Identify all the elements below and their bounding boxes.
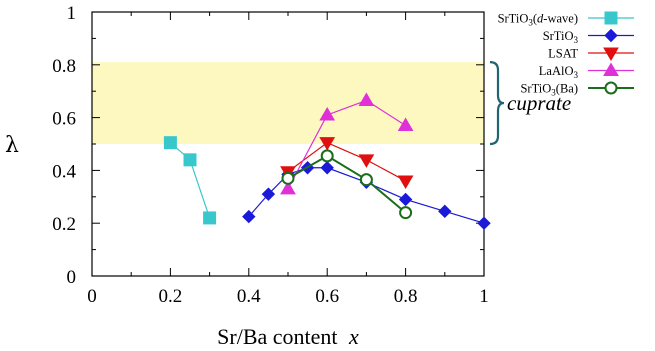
data-point <box>163 136 177 150</box>
x-axis-label-main: Sr/Ba content <box>217 324 343 349</box>
data-point <box>397 175 414 189</box>
x-tick-label: 0.4 <box>237 286 261 307</box>
x-tick-label: 0 <box>87 286 97 307</box>
legend-label-suffix: (Ba) <box>556 82 578 96</box>
legend-label: LSAT <box>548 47 578 61</box>
cuprate-band <box>92 62 484 144</box>
series-1 <box>242 161 491 230</box>
y-tick-label: 0.2 <box>52 214 76 235</box>
legend-label: SrTiO3(Ba) <box>520 82 578 98</box>
data-point <box>280 180 296 195</box>
legend-label-suffix: ( <box>533 12 537 26</box>
legend-label-main: SrTiO <box>543 29 574 43</box>
x-tick-label: 0.6 <box>315 286 339 307</box>
data-point <box>319 106 336 121</box>
y-tick-label: 0.4 <box>52 161 76 182</box>
cuprate-brace <box>489 61 505 146</box>
cuprate-band-layer <box>92 62 484 144</box>
data-point <box>359 173 373 187</box>
x-tick-label: 1 <box>479 286 489 307</box>
data-point <box>398 192 413 207</box>
legend-label-main: LaAlO <box>539 64 574 78</box>
annotation-layer: cuprate <box>489 61 571 146</box>
legend-marker <box>604 81 618 95</box>
series-line <box>287 141 406 182</box>
data-point <box>397 117 414 132</box>
series-3 <box>280 92 414 195</box>
data-point <box>242 209 256 224</box>
legend-label-italic: d <box>537 12 544 26</box>
data-point <box>399 206 413 220</box>
data-point <box>203 211 217 225</box>
x-axis-label: Sr/Ba content x <box>217 324 359 349</box>
legend-label: SrTiO3 <box>543 29 579 45</box>
legend-label-rest: -wave) <box>543 12 578 26</box>
y-tick-label: 1 <box>67 3 77 24</box>
data-point <box>320 149 334 163</box>
data-point <box>183 153 197 167</box>
series-layer <box>163 92 491 230</box>
legend-label-subscript: 3 <box>574 35 579 45</box>
data-point <box>320 161 334 175</box>
x-tick-label: 0.8 <box>394 286 418 307</box>
axes: 0 0.2 0.4 0.6 0.8 1 0 0.2 0.4 0.6 0.8 1 Sr/Ba conten… <box>5 3 489 349</box>
x-tick-label: 0.2 <box>159 286 183 307</box>
y-tick-label: 0 <box>67 267 77 288</box>
legend-marker <box>604 11 618 25</box>
legend-label-main: SrTiO <box>498 12 529 26</box>
data-point <box>261 187 276 201</box>
series-4 <box>281 149 413 220</box>
series-0 <box>163 136 217 225</box>
cuprate-label: cuprate <box>507 91 571 115</box>
data-point <box>477 216 491 230</box>
y-tick-label: 0.6 <box>52 109 76 130</box>
y-tick-label: 0.8 <box>52 56 76 77</box>
data-point <box>438 204 452 219</box>
legend-label: SrTiO3(d-wave) <box>498 12 578 28</box>
legend-label-main: LSAT <box>548 47 578 61</box>
data-point <box>281 171 295 185</box>
legend-label-main: SrTiO <box>520 82 551 96</box>
legend-marker <box>603 62 619 76</box>
legend-label-subscript: 3 <box>574 70 579 80</box>
data-point <box>358 154 375 168</box>
legend-label-subscript: 3 <box>551 88 556 98</box>
legend-label: LaAlO3 <box>539 64 579 80</box>
data-point <box>319 137 336 151</box>
legend-marker <box>604 28 618 43</box>
legend-marker <box>603 47 619 61</box>
y-axis-label: λ <box>5 133 19 158</box>
series-line <box>287 99 406 190</box>
series-line <box>287 154 407 214</box>
x-axis-label-variable: x <box>348 324 359 349</box>
legend-label-subscript: 3 <box>528 18 533 28</box>
data-point <box>358 92 375 106</box>
series-2 <box>280 137 414 189</box>
